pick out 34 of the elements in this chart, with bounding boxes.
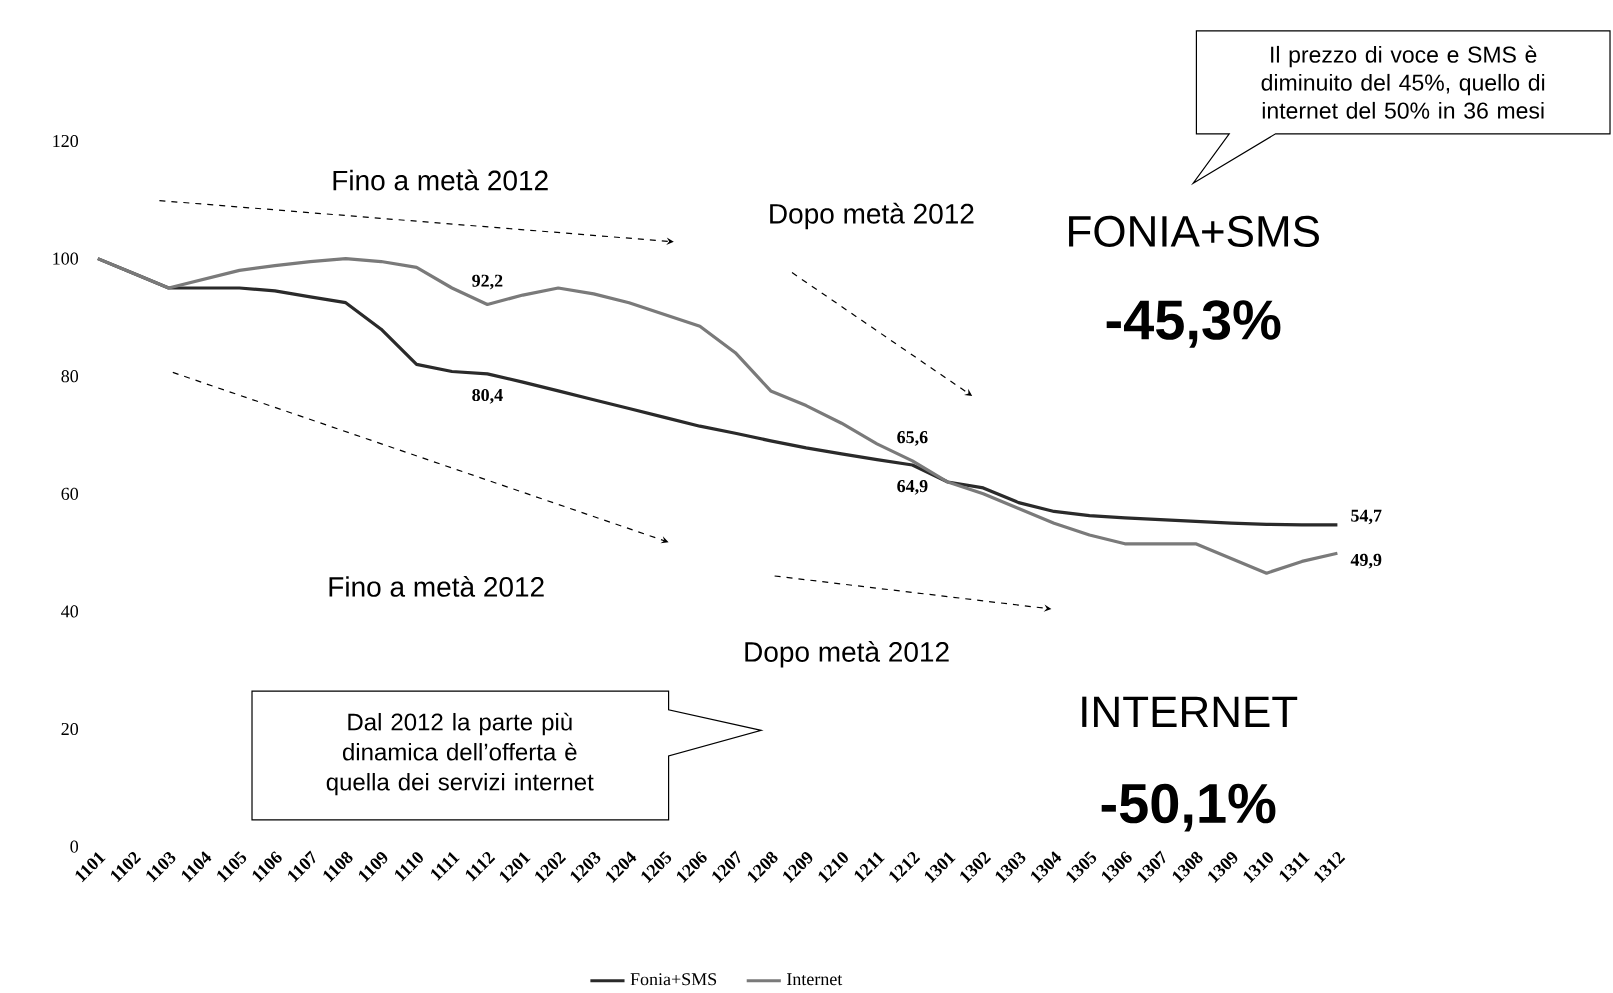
annotation: Dal 2012 la parte più dinamica dell’offerta è quella dei servizi internet <box>326 712 594 796</box>
data-label: 54,7 <box>1351 509 1382 525</box>
data-label: 49,9 <box>1350 553 1382 569</box>
y-tick-label: 40 <box>61 605 79 618</box>
data-label: 92,2 <box>472 274 503 290</box>
x-tick-label: 1111 <box>431 852 460 881</box>
data-label: 65,6 <box>897 431 928 446</box>
x-tick-label: 1110 <box>394 852 423 882</box>
annotation: Fino a metà 2012 <box>329 575 544 597</box>
legend-label: Internet <box>787 973 843 986</box>
y-tick-label: 0 <box>70 840 79 853</box>
x-tick-label: 1311 <box>1279 852 1310 883</box>
y-tick-label: 120 <box>53 134 79 148</box>
annotation: -45,3% <box>1106 300 1281 348</box>
annotation: INTERNET <box>1082 696 1298 727</box>
y-tick-label: 20 <box>61 722 79 736</box>
annotation: Fino a metà 2012 <box>333 169 548 191</box>
legend-label: Fonia+SMS <box>630 973 717 986</box>
text: Il prezzo di voce e SMS è diminuito del 45%, quello di internet del 50% in 36 mesi <box>1261 45 1545 119</box>
y-tick-label: 60 <box>61 487 79 500</box>
data-label: 64,9 <box>897 480 928 495</box>
x-tick-label: 1102 <box>110 852 142 883</box>
annotation: -50,1% <box>1101 783 1276 832</box>
annotation: Dopo metà 2012 <box>770 202 974 230</box>
data-label: 80,4 <box>472 388 503 404</box>
annotation: FONIA+SMS <box>1069 215 1319 247</box>
x-tick-label: 1109 <box>358 852 388 883</box>
x-tick-label: 1112 <box>465 851 496 882</box>
annotation: Dopo metà 2012 <box>745 640 949 668</box>
x-tick-label: 1211 <box>854 852 885 883</box>
x-tick-label: 1103 <box>146 852 176 883</box>
x-tick-label: 1101 <box>75 852 106 883</box>
y-tick-label: 100 <box>53 252 79 265</box>
y-tick-label: 80 <box>61 370 79 383</box>
